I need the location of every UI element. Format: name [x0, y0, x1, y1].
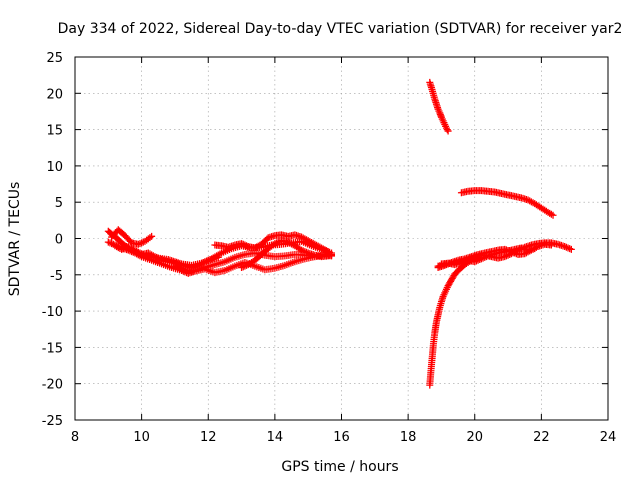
- data-point: [472, 257, 480, 265]
- plot-frame: [74, 56, 609, 421]
- grid-lines: [75, 57, 608, 420]
- x-axis-label: GPS time / hours: [281, 459, 398, 475]
- data-point: [156, 255, 164, 263]
- data-point: [531, 245, 539, 253]
- data-point: [243, 242, 251, 250]
- data-point: [241, 241, 249, 249]
- data-point: [104, 238, 112, 246]
- y-tick-label: 25: [46, 51, 63, 66]
- data-point: [547, 241, 555, 249]
- y-tick-label: 10: [46, 160, 63, 175]
- data-point: [564, 244, 572, 252]
- data-point: [328, 250, 336, 258]
- x-tick-label: 10: [133, 430, 150, 445]
- data-point: [273, 239, 281, 247]
- data-point: [298, 246, 306, 254]
- data-point: [566, 245, 574, 253]
- y-axis-label: SDTVAR / TECUs: [7, 182, 23, 297]
- data-point: [562, 243, 570, 251]
- y-tick-label: 15: [46, 124, 63, 139]
- data-point: [216, 250, 224, 258]
- data-point: [134, 240, 142, 248]
- data-point: [241, 262, 249, 270]
- data-point: [154, 254, 162, 262]
- data-point: [476, 256, 484, 264]
- y-tick-label: 20: [46, 87, 63, 102]
- data-point: [549, 211, 557, 219]
- data-point: [239, 263, 247, 271]
- data-point: [474, 256, 482, 264]
- y-tick-label: -15: [42, 341, 63, 356]
- data-point: [326, 251, 334, 259]
- data-point: [567, 245, 575, 253]
- data-series: [104, 78, 575, 389]
- data-point: [153, 253, 161, 261]
- data-point: [271, 240, 279, 248]
- x-tick-label: 8: [71, 430, 79, 445]
- x-tick-label: 12: [200, 430, 217, 445]
- data-point: [443, 126, 451, 134]
- chart-title: Day 334 of 2022, Sidereal Day-to-day VTE…: [58, 21, 623, 37]
- data-point: [477, 255, 485, 263]
- data-point: [149, 252, 157, 260]
- data-point: [138, 239, 146, 247]
- data-point: [301, 248, 309, 256]
- x-tick-label: 22: [533, 430, 550, 445]
- data-point: [561, 242, 569, 250]
- data-point: [299, 247, 307, 255]
- data-point: [547, 210, 555, 218]
- data-point: [274, 238, 282, 246]
- data-point: [239, 240, 247, 248]
- x-tick-label: 14: [267, 430, 284, 445]
- x-tick-label: 20: [466, 430, 483, 445]
- y-tick-labels: 25 20 15 10 5 0 -5 -10 -15 -20 -25: [42, 51, 63, 429]
- data-point: [471, 258, 479, 266]
- y-tick-label: 5: [55, 196, 63, 211]
- data-point: [151, 253, 159, 261]
- data-point: [479, 254, 487, 262]
- data-point: [324, 252, 332, 260]
- data-point: [133, 248, 141, 256]
- data-point: [238, 240, 246, 248]
- data-point: [238, 264, 246, 272]
- data-point: [148, 232, 156, 240]
- data-point: [532, 243, 540, 251]
- data-point: [481, 253, 489, 261]
- data-point: [303, 248, 311, 256]
- data-point: [134, 249, 142, 257]
- x-tick-label: 24: [600, 430, 617, 445]
- x-tick-labels: 8 10 12 14 16 18 20 22 24: [71, 430, 616, 445]
- data-point: [482, 253, 490, 261]
- y-tick-label: -10: [42, 305, 63, 320]
- data-point: [106, 239, 114, 247]
- y-tick-label: -25: [42, 414, 63, 429]
- data-point: [136, 240, 144, 248]
- y-tick-label: -20: [42, 378, 63, 393]
- x-tick-label: 16: [333, 430, 350, 445]
- x-tick-label: 18: [400, 430, 417, 445]
- data-point: [444, 127, 452, 135]
- y-tick-label: -5: [50, 269, 63, 284]
- data-point: [146, 234, 154, 242]
- y-tick-label: 0: [55, 233, 63, 248]
- data-point: [131, 248, 139, 256]
